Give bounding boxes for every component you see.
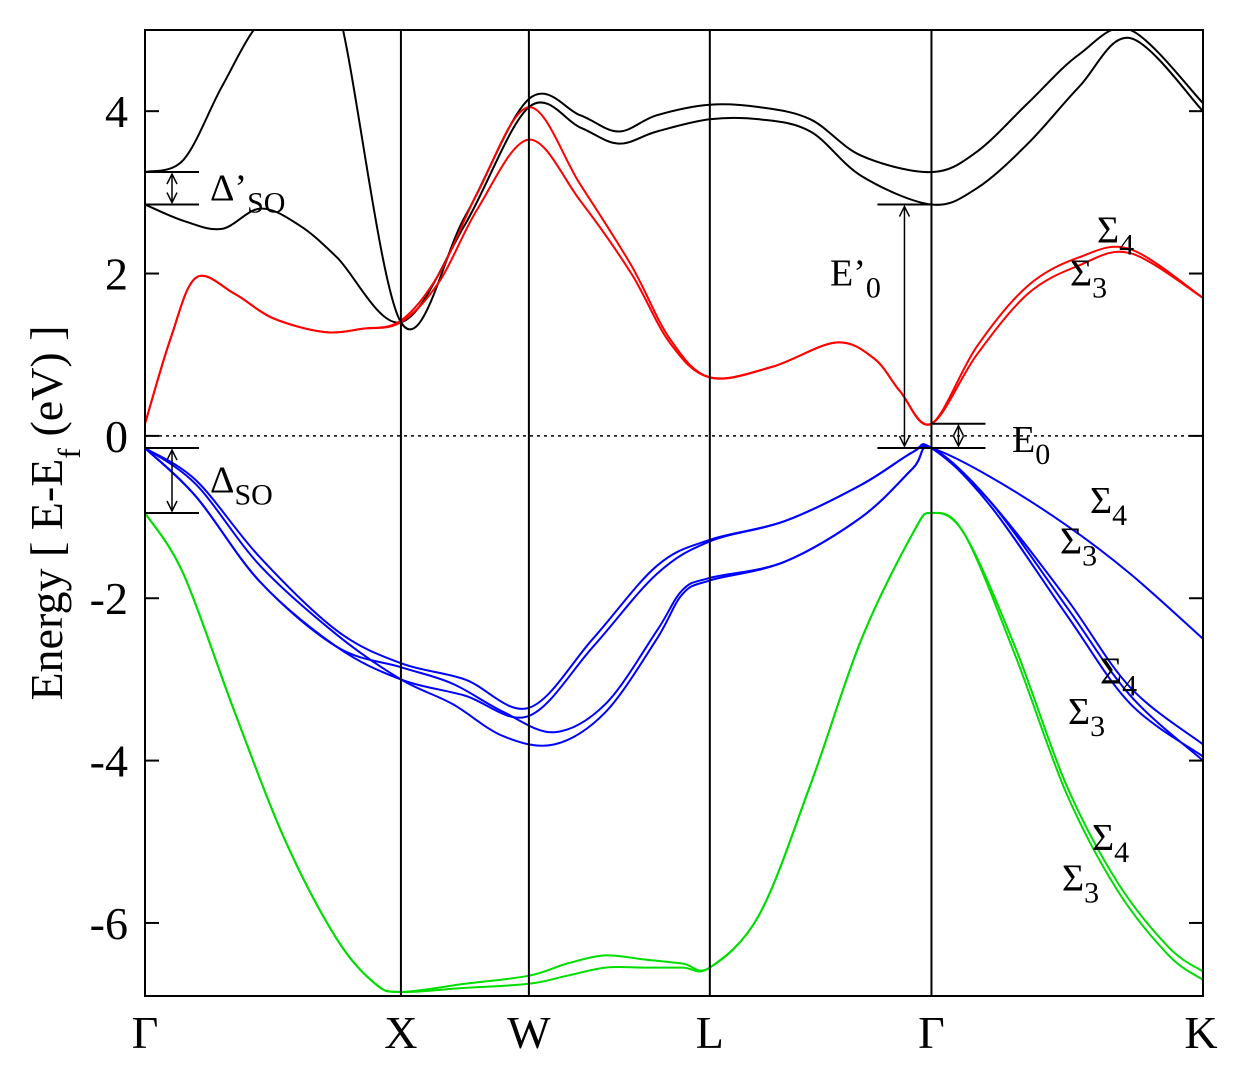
band-series-9: [145, 511, 1203, 993]
band-series-6: [145, 443, 1203, 746]
delta-so-prime-bracket: [145, 171, 199, 206]
e0-prime-label: E’0: [830, 253, 881, 305]
y-axis-ticks: -6 -4 -2 0 2 4: [90, 86, 1203, 949]
y-axis-label: Energy [ E-Ef (eV) ]: [21, 325, 87, 700]
band-lines: [145, 30, 1203, 993]
sigma-label: Σ4: [1092, 817, 1129, 869]
sigma-label: Σ4: [1090, 480, 1127, 532]
k-point-label: Γ: [132, 1007, 159, 1058]
band-series-2: [145, 30, 1203, 331]
sigma-label: Σ3: [1062, 857, 1099, 909]
e0-bracket: [931, 422, 986, 450]
plot-frame: [144, 29, 1204, 997]
y-tick-label: 0: [105, 411, 128, 462]
k-point-label: X: [384, 1007, 417, 1058]
high-symmetry-lines: [399, 30, 933, 996]
sigma-label: Σ4: [1097, 210, 1134, 262]
sigma-label: Σ4: [1100, 650, 1137, 702]
y-tick-label: 4: [105, 86, 128, 137]
y-tick-label: -6: [90, 898, 128, 949]
delta-so-label: ΔSO: [210, 460, 273, 512]
y-tick-label: 2: [105, 249, 128, 300]
sigma-label: Σ3: [1060, 521, 1097, 573]
band-series-7: [145, 445, 1203, 762]
sigma-label: Σ3: [1068, 691, 1105, 743]
k-point-label: W: [507, 1007, 551, 1058]
band-series-4: [145, 138, 1203, 426]
band-series-8: [145, 445, 1203, 758]
band-series-5: [145, 444, 1203, 710]
e0-prime-bracket: [877, 203, 932, 450]
band-series-10: [145, 511, 1203, 993]
sigma-label: Σ3: [1070, 253, 1107, 305]
e0-label: E0: [1012, 419, 1050, 471]
y-axis-label-sub: f: [51, 448, 87, 459]
band-series-3: [145, 106, 1203, 426]
band-series-1: [145, 37, 1203, 324]
delta-so-bracket: [145, 447, 199, 514]
y-tick-label: -2: [90, 573, 128, 624]
delta-so-prime-label: Δ’SO: [210, 167, 285, 219]
y-tick-label: -4: [90, 736, 128, 787]
k-point-label: Γ: [918, 1007, 945, 1058]
k-point-label: K: [1184, 1007, 1217, 1058]
k-point-label: L: [696, 1007, 724, 1058]
